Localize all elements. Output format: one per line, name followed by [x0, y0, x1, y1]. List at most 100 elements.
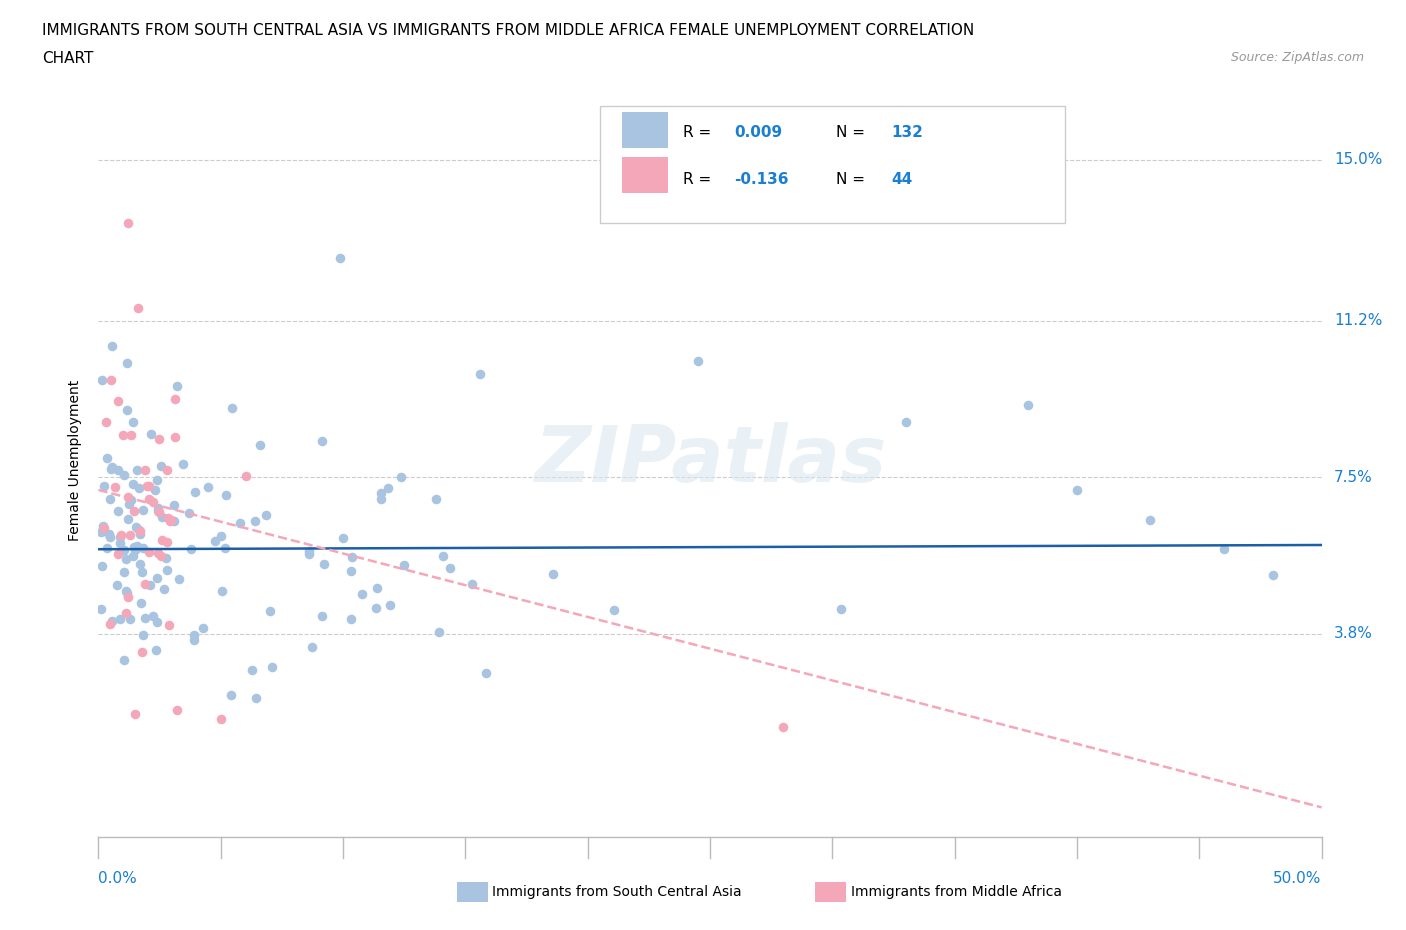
- Text: Immigrants from South Central Asia: Immigrants from South Central Asia: [492, 884, 742, 899]
- Point: [254, 508, 277, 523]
- Point: [108, 611, 131, 626]
- Point: [235, 468, 257, 483]
- Point: [122, 504, 145, 519]
- Point: [90, 602, 112, 617]
- Point: [108, 536, 131, 551]
- Point: [166, 379, 188, 393]
- Point: [138, 544, 160, 559]
- Point: [134, 462, 156, 477]
- Point: [115, 551, 138, 566]
- Point: [259, 604, 281, 618]
- Point: [163, 514, 186, 529]
- Text: 7.5%: 7.5%: [1334, 470, 1372, 485]
- Point: [329, 250, 352, 265]
- Point: [377, 481, 399, 496]
- Point: [1017, 398, 1039, 413]
- Point: [688, 353, 710, 368]
- Point: [100, 614, 122, 629]
- Point: [120, 527, 142, 542]
- Point: [138, 478, 160, 493]
- Point: [156, 535, 179, 550]
- Point: [183, 628, 205, 643]
- Y-axis label: Female Unemployment: Female Unemployment: [69, 379, 83, 541]
- Point: [146, 615, 169, 630]
- Point: [139, 578, 162, 592]
- Point: [142, 495, 165, 510]
- Point: [114, 565, 136, 579]
- Point: [312, 556, 335, 571]
- Point: [366, 580, 388, 595]
- Point: [475, 666, 498, 681]
- Point: [603, 603, 626, 618]
- Point: [104, 480, 127, 495]
- Bar: [621, 112, 668, 148]
- Point: [125, 538, 148, 553]
- Text: ZIPatlas: ZIPatlas: [534, 422, 886, 498]
- Point: [204, 533, 226, 548]
- Point: [91, 519, 114, 534]
- Point: [830, 602, 852, 617]
- Point: [127, 300, 149, 315]
- Point: [166, 702, 188, 717]
- Point: [214, 540, 236, 555]
- Point: [184, 485, 207, 499]
- Text: 0.0%: 0.0%: [98, 870, 138, 886]
- Point: [332, 531, 354, 546]
- Point: [122, 415, 145, 430]
- Point: [191, 620, 214, 635]
- Point: [128, 481, 150, 496]
- Point: [380, 598, 402, 613]
- Point: [98, 617, 121, 631]
- Point: [93, 479, 115, 494]
- Point: [138, 491, 160, 506]
- Point: [340, 611, 363, 626]
- Point: [115, 605, 138, 620]
- Point: [117, 489, 139, 504]
- Point: [128, 523, 150, 538]
- Point: [163, 498, 186, 512]
- Point: [150, 532, 173, 547]
- Point: [240, 663, 263, 678]
- Point: [301, 639, 323, 654]
- Point: [90, 558, 112, 573]
- Point: [107, 547, 129, 562]
- Point: [143, 483, 166, 498]
- Point: [470, 366, 492, 381]
- Point: [350, 587, 373, 602]
- Point: [114, 583, 136, 598]
- Point: [370, 491, 392, 506]
- Point: [167, 571, 190, 586]
- Point: [128, 556, 150, 571]
- Point: [249, 438, 271, 453]
- Text: N =: N =: [837, 172, 870, 187]
- Text: 44: 44: [891, 172, 912, 187]
- Text: IMMIGRANTS FROM SOUTH CENTRAL ASIA VS IMMIGRANTS FROM MIDDLE AFRICA FEMALE UNEMP: IMMIGRANTS FROM SOUTH CENTRAL ASIA VS IM…: [42, 23, 974, 38]
- Point: [150, 549, 173, 564]
- Point: [131, 565, 153, 579]
- Text: 3.8%: 3.8%: [1334, 627, 1372, 642]
- Point: [107, 503, 129, 518]
- Point: [141, 427, 163, 442]
- Point: [93, 521, 115, 536]
- Point: [432, 549, 454, 564]
- Point: [122, 539, 145, 554]
- Point: [311, 433, 333, 448]
- Point: [425, 491, 447, 506]
- Point: [228, 515, 250, 530]
- Point: [215, 487, 238, 502]
- Point: [132, 540, 155, 555]
- Point: [150, 510, 173, 525]
- Point: [117, 402, 139, 417]
- Point: [121, 477, 143, 492]
- Point: [146, 472, 169, 487]
- Point: [541, 566, 564, 581]
- Point: [134, 611, 156, 626]
- Point: [157, 618, 180, 632]
- Point: [148, 505, 170, 520]
- Point: [125, 462, 148, 477]
- Point: [131, 595, 153, 610]
- Point: [125, 520, 148, 535]
- Point: [128, 527, 150, 542]
- Point: [120, 493, 142, 508]
- Point: [165, 392, 187, 406]
